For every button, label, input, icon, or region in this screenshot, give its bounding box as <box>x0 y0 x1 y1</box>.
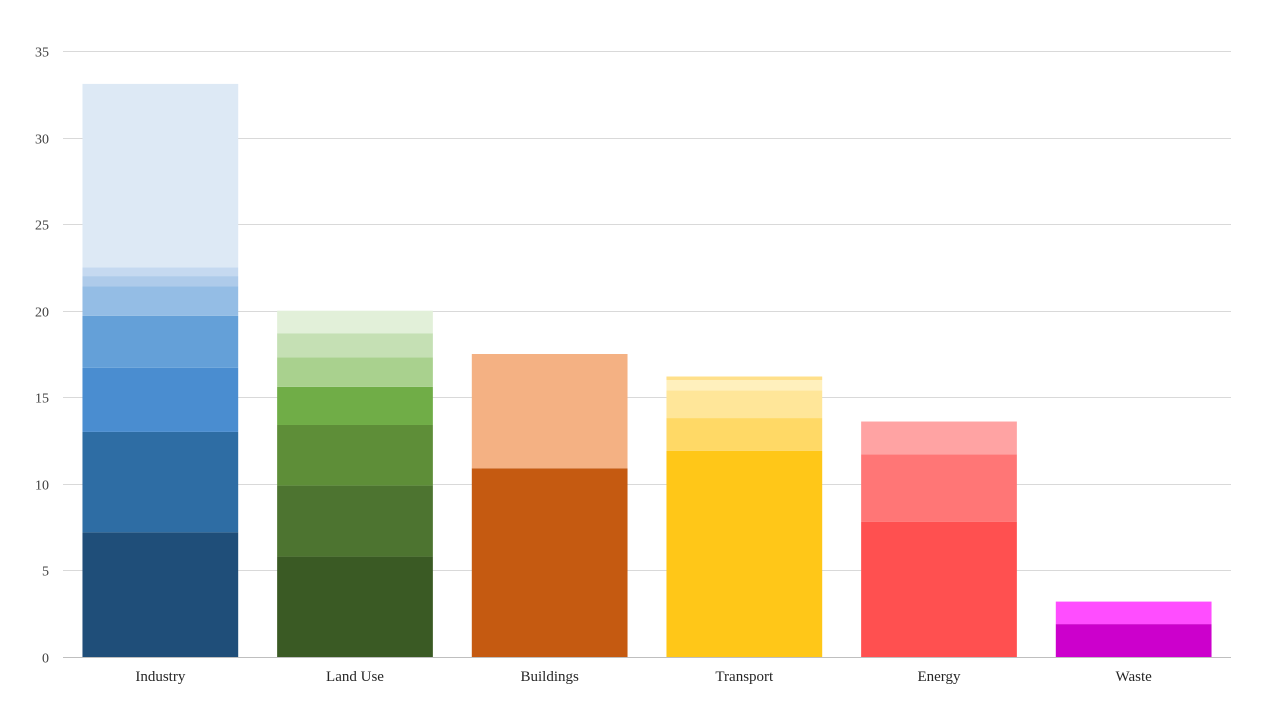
bar-energy <box>861 421 1017 657</box>
bar-buildings <box>471 354 628 657</box>
y-tick-label: 30 <box>35 133 49 148</box>
bar-segment <box>666 418 823 451</box>
bar-segment <box>471 354 628 469</box>
bar-segment <box>471 468 628 657</box>
bar-segment <box>82 267 239 277</box>
bar-land-use <box>277 310 433 657</box>
bar-segment <box>277 556 433 657</box>
y-tick-label: 20 <box>35 306 49 321</box>
bar-waste <box>1055 601 1212 657</box>
bar-industry <box>82 83 239 657</box>
bar-segment <box>1055 624 1212 657</box>
y-tick-label: 0 <box>42 652 49 667</box>
y-tick-label: 5 <box>42 565 49 580</box>
bar-segment <box>277 424 433 486</box>
bar-segment <box>666 390 823 419</box>
bar-segment <box>861 521 1017 657</box>
x-category-label: Buildings <box>520 669 579 685</box>
bar-segment <box>277 310 433 334</box>
x-category-label: Land Use <box>326 669 384 685</box>
y-tick-label: 15 <box>35 392 49 407</box>
bar-segment <box>861 421 1017 455</box>
bar-segment <box>1055 601 1212 625</box>
y-tick-label: 10 <box>35 479 49 494</box>
bar-transport <box>666 376 823 657</box>
bar-segment <box>861 454 1017 522</box>
bar-segment <box>82 431 239 533</box>
bar-segment <box>82 276 239 287</box>
y-tick-label: 35 <box>35 46 49 61</box>
x-axis-category-labels: Industry Land Use Buildings Transport Energy… <box>135 669 1152 685</box>
gridlines <box>63 51 1231 571</box>
x-category-label: Energy <box>917 669 961 685</box>
bar-segment <box>82 532 239 657</box>
bar-segment <box>666 450 823 657</box>
x-category-label: Waste <box>1116 669 1153 685</box>
x-category-label: Industry <box>135 669 185 685</box>
bar-segment <box>82 315 239 368</box>
bars <box>82 83 1212 657</box>
bar-segment <box>666 379 823 391</box>
x-category-label: Transport <box>715 669 774 685</box>
bar-segment <box>277 333 433 358</box>
bar-segment <box>82 83 239 268</box>
bar-segment <box>277 386 433 425</box>
bar-segment <box>277 485 433 557</box>
y-tick-label: 25 <box>35 219 49 234</box>
bar-segment <box>277 357 433 387</box>
bar-segment <box>666 376 823 380</box>
bar-segment <box>82 367 239 432</box>
y-axis-tick-labels: 0 5 10 15 20 25 30 35 <box>35 46 49 667</box>
bar-segment <box>82 286 239 316</box>
